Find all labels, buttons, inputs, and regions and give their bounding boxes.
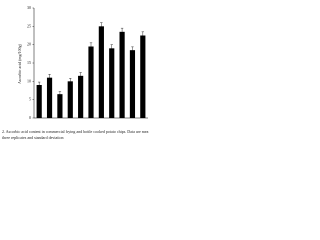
error-bar xyxy=(100,22,103,31)
error-bar xyxy=(58,91,62,97)
bar xyxy=(57,94,63,118)
y-tick-label: 0 xyxy=(29,115,31,120)
error-bar xyxy=(120,27,124,36)
y-tick-label: 25 xyxy=(27,23,31,28)
y-tick-label: 5 xyxy=(29,97,31,102)
bar xyxy=(78,75,84,118)
bar xyxy=(119,31,125,118)
error-bar xyxy=(69,78,72,85)
bar xyxy=(109,48,115,119)
y-tick-label: 30 xyxy=(27,5,31,10)
error-bar xyxy=(37,81,41,89)
bar xyxy=(140,35,146,118)
bar xyxy=(98,26,104,118)
chart: Ascorbic acid (mg/100g) 2. Ascorbic acid… xyxy=(2,5,149,140)
y-tick-label: 10 xyxy=(27,78,31,83)
y-axis-label: Ascorbic acid (mg/100g) xyxy=(17,43,22,84)
y-tick-label: 20 xyxy=(27,42,31,47)
error-bar xyxy=(110,44,113,53)
bar xyxy=(88,46,94,118)
bar xyxy=(67,81,73,118)
bar xyxy=(129,50,136,118)
bar xyxy=(36,85,42,118)
error-bar xyxy=(48,74,51,82)
error-bar xyxy=(79,72,82,80)
error-bar xyxy=(131,46,134,54)
error-bar xyxy=(141,31,145,40)
caption: 2. Ascorbic acid content in commercial f… xyxy=(2,129,149,134)
caption: three replicates and standard deviation xyxy=(2,135,64,140)
bar xyxy=(46,77,53,118)
y-tick-label: 15 xyxy=(27,60,31,65)
error-bar xyxy=(89,42,93,51)
